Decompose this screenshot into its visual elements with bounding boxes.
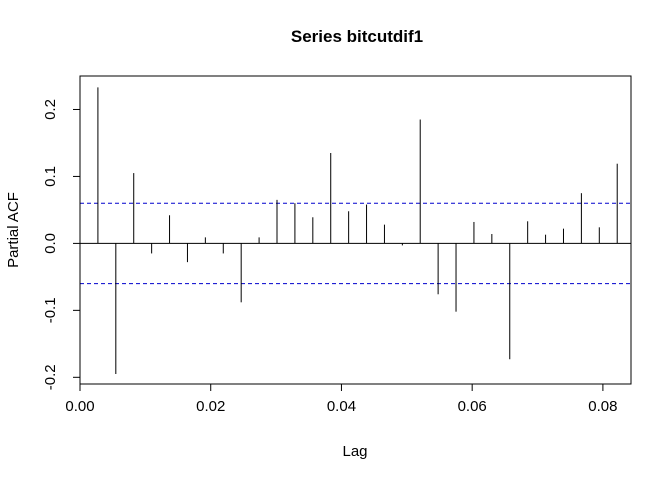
- y-tick-label: -0.1: [42, 297, 59, 323]
- y-tick-label: 0.2: [42, 99, 59, 120]
- y-axis: -0.2 -0.1 0.0 0.1 0.2: [42, 99, 81, 390]
- x-tick-label: 0.04: [327, 398, 356, 415]
- y-tick-label: 0.0: [42, 233, 59, 254]
- plot-frame: [79, 75, 632, 385]
- x-axis-label: Lag: [342, 443, 367, 460]
- x-tick-label: 0.00: [65, 398, 94, 415]
- y-axis-label: Partial ACF: [5, 192, 22, 268]
- x-tick-label: 0.02: [196, 398, 225, 415]
- x-tick-label: 0.08: [588, 398, 617, 415]
- pacf-bars: [97, 87, 618, 374]
- y-tick-label: 0.1: [42, 166, 59, 187]
- x-axis: 0.00 0.02 0.04 0.06 0.08: [65, 383, 617, 415]
- y-tick-label: -0.2: [42, 364, 59, 390]
- x-tick-label: 0.06: [458, 398, 487, 415]
- chart-title: Series bitcutdif1: [291, 27, 423, 46]
- confidence-bounds: [80, 202, 631, 285]
